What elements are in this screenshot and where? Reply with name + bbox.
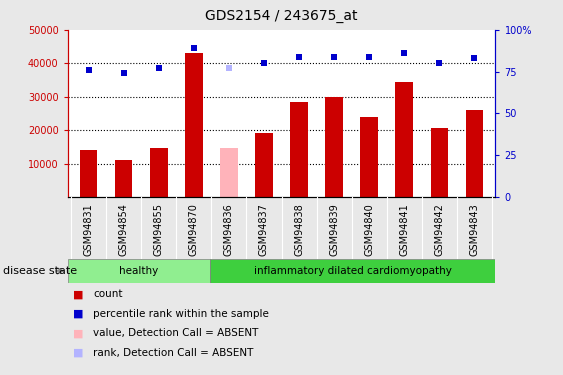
Text: GSM94838: GSM94838 <box>294 203 304 256</box>
Point <box>260 60 269 66</box>
Text: GSM94831: GSM94831 <box>83 203 93 256</box>
Text: GSM94839: GSM94839 <box>329 203 339 256</box>
Bar <box>185 53 203 197</box>
Bar <box>325 97 343 197</box>
Point <box>400 50 409 56</box>
Text: GDS2154 / 243675_at: GDS2154 / 243675_at <box>205 9 358 23</box>
Text: count: count <box>93 290 122 299</box>
Text: GSM94855: GSM94855 <box>154 202 164 256</box>
Text: inflammatory dilated cardiomyopathy: inflammatory dilated cardiomyopathy <box>254 266 452 276</box>
Text: GSM94843: GSM94843 <box>470 203 480 256</box>
Text: GSM94837: GSM94837 <box>259 203 269 256</box>
Text: healthy: healthy <box>119 266 159 276</box>
Bar <box>291 102 308 197</box>
Text: ■: ■ <box>73 348 84 358</box>
Text: GSM94870: GSM94870 <box>189 203 199 256</box>
Point <box>225 65 234 71</box>
Text: ■: ■ <box>73 290 84 299</box>
Text: GSM94836: GSM94836 <box>224 203 234 256</box>
Bar <box>210 259 495 283</box>
Text: rank, Detection Call = ABSENT: rank, Detection Call = ABSENT <box>93 348 253 358</box>
Point <box>154 65 163 71</box>
Text: percentile rank within the sample: percentile rank within the sample <box>93 309 269 319</box>
Point <box>189 45 198 51</box>
Bar <box>466 110 483 197</box>
Point <box>119 70 128 76</box>
Text: disease state: disease state <box>3 266 77 276</box>
Point <box>329 54 338 60</box>
Text: GSM94842: GSM94842 <box>434 203 444 256</box>
Bar <box>68 259 210 283</box>
Bar <box>431 129 448 197</box>
Bar <box>115 160 132 197</box>
Text: GSM94854: GSM94854 <box>119 203 129 256</box>
Point <box>365 54 374 60</box>
Text: ■: ■ <box>73 309 84 319</box>
Bar <box>150 148 168 197</box>
Bar <box>360 117 378 197</box>
Point <box>84 67 93 73</box>
Point <box>294 54 303 60</box>
Text: GSM94841: GSM94841 <box>399 203 409 256</box>
Text: value, Detection Call = ABSENT: value, Detection Call = ABSENT <box>93 328 258 338</box>
Text: ■: ■ <box>73 328 84 338</box>
Point <box>435 60 444 66</box>
Bar <box>255 134 272 197</box>
Point <box>470 56 479 62</box>
Bar <box>80 150 97 197</box>
Bar <box>220 148 238 197</box>
Text: GSM94840: GSM94840 <box>364 203 374 256</box>
Bar <box>395 82 413 197</box>
